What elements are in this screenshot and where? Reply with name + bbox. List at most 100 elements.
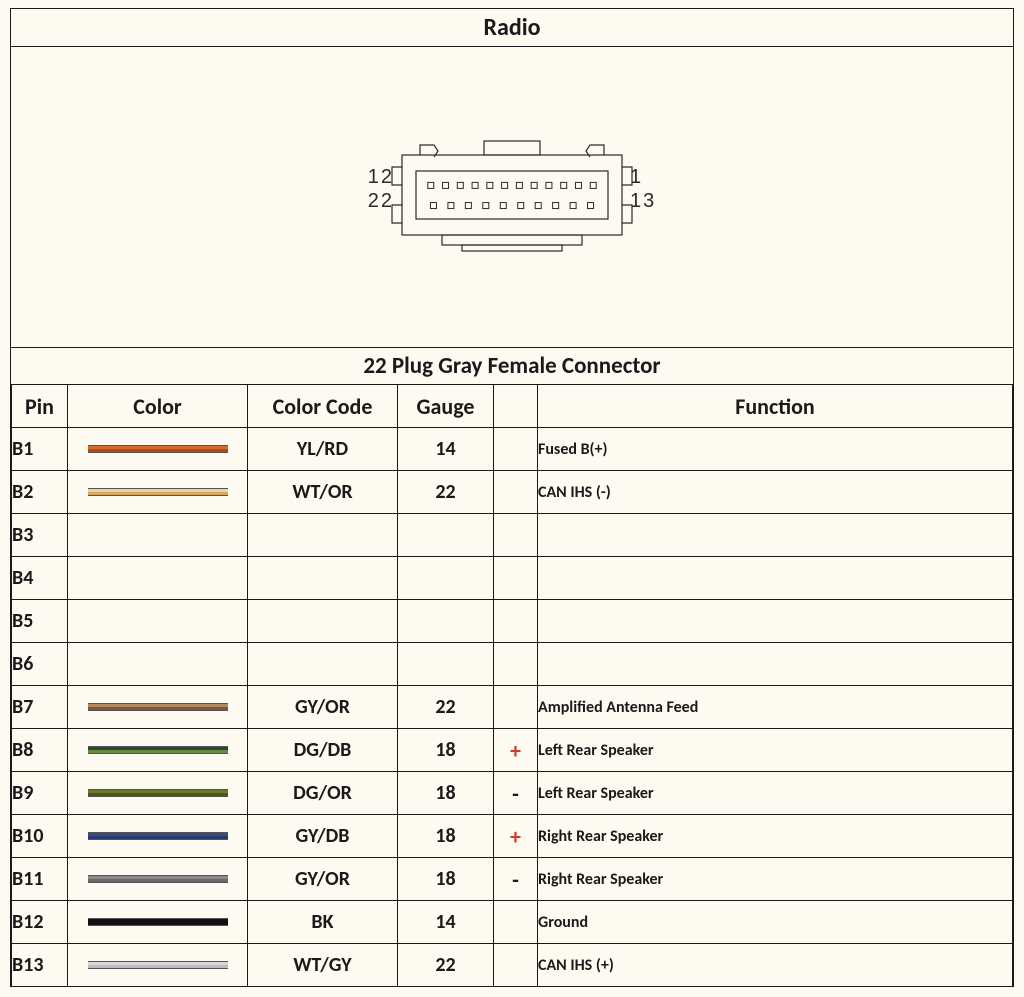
table-row: B1 YL/RD14 Fused B(+) xyxy=(12,428,1013,471)
col-header: Pin xyxy=(12,385,68,428)
col-header: Color xyxy=(68,385,248,428)
cell-function: Fused B(+) xyxy=(538,428,1013,471)
cell-color-code: BK xyxy=(248,901,398,944)
cell-polarity: + xyxy=(494,815,538,858)
cell-polarity xyxy=(494,944,538,987)
cell-function xyxy=(538,557,1013,600)
table-row: B2WT/OR22CAN IHS (-) xyxy=(12,471,1013,514)
cell-color-code xyxy=(248,600,398,643)
cell-function: Ground xyxy=(538,901,1013,944)
cell-gauge: 18 xyxy=(398,815,494,858)
cell-pin: B10 xyxy=(12,815,68,858)
cell-color-swatch xyxy=(68,557,248,600)
cell-gauge: 22 xyxy=(398,944,494,987)
svg-text:1: 1 xyxy=(630,166,643,188)
cell-pin: B8 xyxy=(12,729,68,772)
pinout-table: PinColorColor CodeGaugeFunction B1YL/RD1… xyxy=(11,385,1013,987)
cell-color-code: GY/OR xyxy=(248,858,398,901)
table-row: B10 GY/DB18+Right Rear Speaker xyxy=(12,815,1013,858)
cell-pin: B3 xyxy=(12,514,68,557)
table-row: B5 xyxy=(12,600,1013,643)
cell-polarity xyxy=(494,643,538,686)
cell-polarity: + xyxy=(494,729,538,772)
page-title: Radio xyxy=(11,9,1013,47)
cell-gauge xyxy=(398,600,494,643)
cell-function: Right Rear Speaker xyxy=(538,858,1013,901)
svg-text:12: 12 xyxy=(368,166,394,188)
cell-polarity: - xyxy=(494,772,538,815)
cell-color-swatch xyxy=(68,729,248,772)
cell-color-code: DG/OR xyxy=(248,772,398,815)
cell-polarity: - xyxy=(494,858,538,901)
cell-color-swatch xyxy=(68,772,248,815)
cell-polarity xyxy=(494,514,538,557)
cell-gauge: 14 xyxy=(398,428,494,471)
cell-function xyxy=(538,600,1013,643)
cell-color-swatch xyxy=(68,858,248,901)
cell-function: Amplified Antenna Feed xyxy=(538,686,1013,729)
cell-function xyxy=(538,514,1013,557)
cell-function: CAN IHS (+) xyxy=(538,944,1013,987)
cell-gauge: 18 xyxy=(398,729,494,772)
cell-pin: B12 xyxy=(12,901,68,944)
table-row: B3 xyxy=(12,514,1013,557)
cell-color-swatch xyxy=(68,471,248,514)
cell-pin: B2 xyxy=(12,471,68,514)
cell-polarity xyxy=(494,471,538,514)
cell-gauge xyxy=(398,514,494,557)
col-header xyxy=(494,385,538,428)
col-header: Color Code xyxy=(248,385,398,428)
cell-polarity xyxy=(494,428,538,471)
cell-color-code xyxy=(248,514,398,557)
cell-color-code: YL/RD xyxy=(248,428,398,471)
cell-gauge: 22 xyxy=(398,471,494,514)
cell-color-code: GY/DB xyxy=(248,815,398,858)
cell-pin: B11 xyxy=(12,858,68,901)
cell-color-swatch xyxy=(68,643,248,686)
table-row: B8 DG/DB18+Left Rear Speaker xyxy=(12,729,1013,772)
connector-subtitle: 22 Plug Gray Female Connector xyxy=(11,347,1013,385)
cell-color-code xyxy=(248,557,398,600)
cell-function: Right Rear Speaker xyxy=(538,815,1013,858)
table-row: B4 xyxy=(12,557,1013,600)
table-row: B9 DG/OR18-Left Rear Speaker xyxy=(12,772,1013,815)
cell-function: Left Rear Speaker xyxy=(538,729,1013,772)
cell-pin: B13 xyxy=(12,944,68,987)
cell-polarity xyxy=(494,901,538,944)
cell-gauge: 22 xyxy=(398,686,494,729)
cell-color-swatch xyxy=(68,686,248,729)
cell-pin: B1 xyxy=(12,428,68,471)
cell-pin: B7 xyxy=(12,686,68,729)
cell-gauge xyxy=(398,557,494,600)
cell-polarity xyxy=(494,557,538,600)
table-row: B12 BK14 Ground xyxy=(12,901,1013,944)
cell-function xyxy=(538,643,1013,686)
cell-color-swatch xyxy=(68,815,248,858)
cell-gauge xyxy=(398,643,494,686)
cell-polarity xyxy=(494,600,538,643)
cell-color-swatch xyxy=(68,514,248,557)
cell-pin: B6 xyxy=(12,643,68,686)
cell-gauge: 18 xyxy=(398,858,494,901)
connector-diagram: 1222113 xyxy=(11,47,1013,347)
table-row: B11 GY/OR18-Right Rear Speaker xyxy=(12,858,1013,901)
cell-pin: B4 xyxy=(12,557,68,600)
cell-color-code: DG/DB xyxy=(248,729,398,772)
table-row: B6 xyxy=(12,643,1013,686)
col-header: Gauge xyxy=(398,385,494,428)
table-row: B13 WT/GY22 CAN IHS (+) xyxy=(12,944,1013,987)
cell-color-swatch xyxy=(68,600,248,643)
cell-color-code: WT/GY xyxy=(248,944,398,987)
cell-pin: B5 xyxy=(12,600,68,643)
cell-function: CAN IHS (-) xyxy=(538,471,1013,514)
cell-color-swatch xyxy=(68,944,248,987)
cell-function: Left Rear Speaker xyxy=(538,772,1013,815)
cell-pin: B9 xyxy=(12,772,68,815)
cell-color-code: GY/OR xyxy=(248,686,398,729)
col-header: Function xyxy=(538,385,1013,428)
cell-gauge: 14 xyxy=(398,901,494,944)
svg-text:22: 22 xyxy=(368,190,394,212)
cell-gauge: 18 xyxy=(398,772,494,815)
table-row: B7 GY/OR22 Amplified Antenna Feed xyxy=(12,686,1013,729)
cell-polarity xyxy=(494,686,538,729)
